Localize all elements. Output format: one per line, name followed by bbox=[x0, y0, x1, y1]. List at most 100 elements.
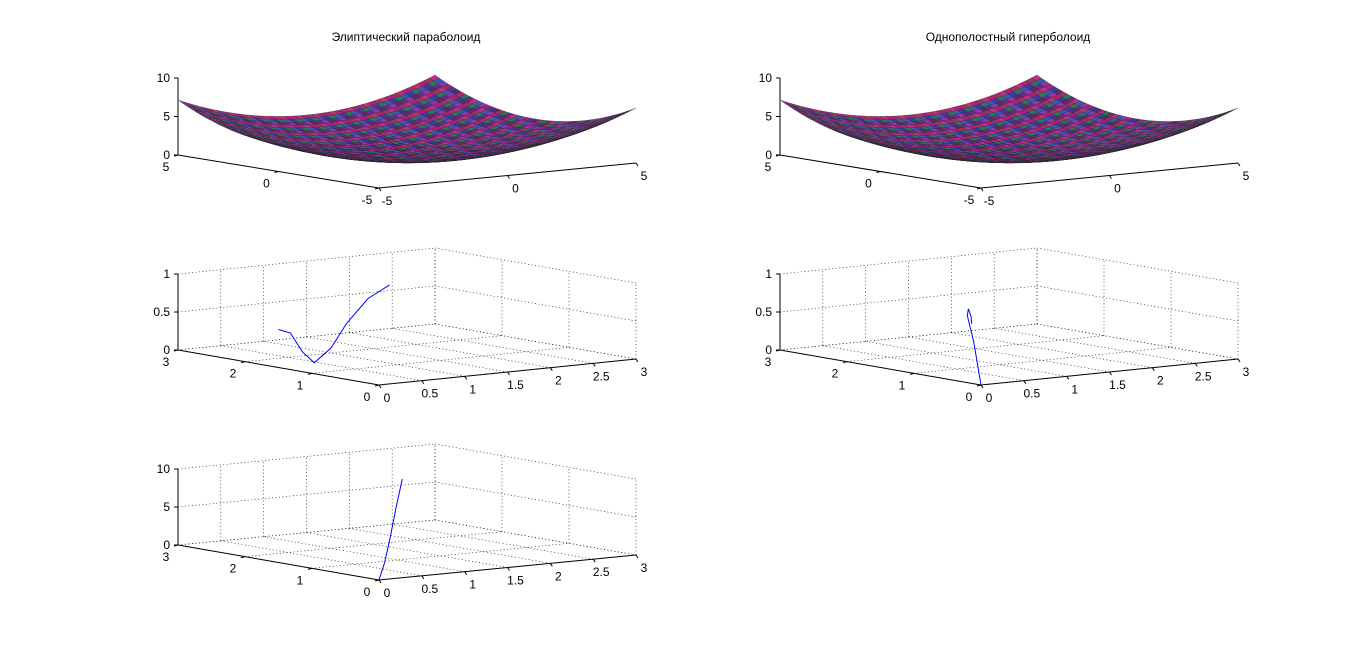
x-tick-label: -5 bbox=[382, 194, 393, 208]
x-tick bbox=[1237, 358, 1241, 363]
grid-line bbox=[434, 481, 637, 518]
x-tick-label: 1.5 bbox=[507, 574, 524, 588]
y-tick-label: -5 bbox=[362, 193, 373, 207]
y-tick bbox=[374, 579, 380, 582]
surface-mesh bbox=[177, 74, 637, 164]
x-tick bbox=[1151, 367, 1155, 371]
y-tick-label: 3 bbox=[163, 355, 170, 369]
grid-line bbox=[263, 341, 465, 377]
x-tick bbox=[1023, 380, 1027, 384]
z-tick-label: 10 bbox=[157, 71, 171, 85]
grid-line bbox=[434, 443, 637, 480]
grid-line bbox=[244, 335, 503, 362]
grid-line bbox=[846, 335, 1105, 362]
y-tick-label: 2 bbox=[230, 367, 237, 381]
x-tick-label: 0.5 bbox=[1023, 387, 1040, 401]
grid-line bbox=[951, 332, 1153, 368]
y-tick-label: 3 bbox=[765, 355, 772, 369]
z-tick-label: 5 bbox=[163, 110, 170, 124]
y-tick-label: 0 bbox=[364, 390, 371, 404]
grid-line bbox=[1036, 247, 1239, 284]
x-tick bbox=[635, 162, 639, 167]
x-tick bbox=[464, 571, 468, 575]
subplot-title: Элиптический параболоид bbox=[332, 30, 481, 44]
grid-line bbox=[434, 247, 637, 284]
x-tick-label: 2.5 bbox=[593, 369, 610, 383]
series-line bbox=[966, 308, 982, 386]
grid-line bbox=[220, 345, 422, 381]
y-axis-line bbox=[177, 544, 380, 581]
grid-line bbox=[1036, 285, 1239, 322]
x-tick bbox=[1237, 162, 1241, 167]
y-tick bbox=[240, 361, 246, 364]
series-line bbox=[378, 478, 403, 581]
grid-line bbox=[434, 519, 637, 556]
x-tick-label: -5 bbox=[984, 194, 995, 208]
y-tick-label: 2 bbox=[230, 562, 237, 576]
x-tick bbox=[635, 358, 639, 363]
x-tick-label: 0 bbox=[1114, 182, 1121, 196]
surface-patch bbox=[779, 99, 791, 106]
subplot-title: Однополостный гиперболоид bbox=[926, 30, 1091, 44]
y-tick-label: -5 bbox=[964, 193, 975, 207]
grid-line bbox=[311, 543, 570, 569]
x-tick-label: 3 bbox=[641, 365, 648, 379]
grid-line bbox=[865, 341, 1067, 377]
z-tick-label: 0 bbox=[163, 148, 170, 162]
y-tick bbox=[240, 556, 246, 559]
x-tick bbox=[378, 187, 382, 192]
y-tick-label: 3 bbox=[163, 550, 170, 564]
x-tick bbox=[1066, 376, 1070, 380]
y-tick bbox=[374, 187, 380, 190]
x-tick-label: 3 bbox=[1243, 365, 1250, 379]
x-tick bbox=[980, 187, 984, 192]
x-tick bbox=[635, 554, 639, 559]
y-tick-label: 5 bbox=[163, 160, 170, 174]
x-tick bbox=[507, 567, 510, 571]
y-tick-label: 0 bbox=[263, 177, 270, 191]
x-tick bbox=[464, 376, 468, 380]
x-tick bbox=[1109, 175, 1112, 179]
grid-line bbox=[177, 481, 436, 508]
z-tick-label: 0.5 bbox=[755, 305, 772, 319]
y-tick-label: 0 bbox=[364, 585, 371, 599]
y-tick-label: 5 bbox=[765, 160, 772, 174]
y-tick-label: 2 bbox=[832, 367, 839, 381]
x-tick bbox=[507, 175, 510, 179]
x-tick bbox=[980, 384, 984, 389]
y-tick bbox=[876, 171, 881, 173]
x-tick bbox=[421, 380, 425, 384]
series-line bbox=[278, 284, 390, 364]
x-tick bbox=[378, 384, 382, 389]
x-tick-label: 2 bbox=[1157, 374, 1164, 388]
y-axis-line bbox=[779, 349, 982, 386]
y-tick-label: 1 bbox=[297, 573, 304, 587]
x-tick bbox=[421, 575, 425, 580]
x-tick bbox=[592, 363, 596, 367]
surface-patch bbox=[177, 99, 189, 106]
grid-line bbox=[434, 323, 637, 360]
z-tick-label: 5 bbox=[765, 110, 772, 124]
x-tick bbox=[592, 558, 596, 563]
z-tick-label: 0.5 bbox=[153, 305, 170, 319]
grid-line bbox=[392, 328, 594, 364]
x-tick-label: 0 bbox=[512, 182, 519, 196]
z-tick-label: 0 bbox=[163, 538, 170, 552]
grid-line bbox=[220, 540, 422, 577]
grid-line bbox=[349, 528, 551, 564]
x-tick-label: 0 bbox=[986, 391, 993, 405]
x-tick-label: 0.5 bbox=[421, 387, 438, 401]
surface-mesh bbox=[779, 74, 1239, 164]
z-tick-label: 10 bbox=[759, 71, 773, 85]
x-tick bbox=[378, 579, 382, 584]
x-tick-label: 3 bbox=[641, 561, 648, 575]
x-tick-label: 1.5 bbox=[1109, 378, 1126, 392]
grid-line bbox=[994, 328, 1196, 364]
z-tick-label: 5 bbox=[163, 500, 170, 514]
grid-line bbox=[263, 536, 465, 572]
grid-line bbox=[306, 532, 508, 568]
